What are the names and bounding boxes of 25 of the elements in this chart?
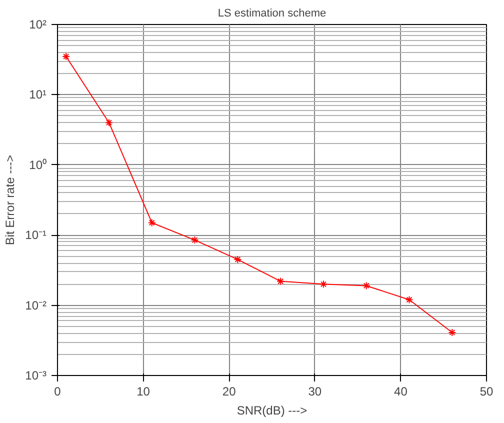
point bbox=[234, 255, 242, 264]
point bbox=[319, 280, 328, 288]
point bbox=[276, 277, 285, 286]
point bbox=[362, 282, 370, 290]
y-tick-label: 10⁻³ bbox=[25, 368, 47, 382]
x-tick-label: 30 bbox=[308, 384, 322, 398]
point bbox=[405, 296, 414, 304]
x-tick-label: 0 bbox=[54, 384, 62, 398]
y-tick-label: 10⁰ bbox=[29, 158, 47, 172]
point bbox=[148, 218, 156, 227]
x-tick-label: 10 bbox=[136, 384, 150, 398]
y-tick-label: 10² bbox=[29, 18, 47, 32]
y-tick-label: 10⁻² bbox=[25, 298, 47, 312]
x-tick-label: 50 bbox=[480, 384, 494, 398]
point bbox=[104, 118, 113, 127]
point bbox=[190, 236, 199, 244]
chart-title: LS estimation scheme bbox=[218, 8, 326, 20]
point bbox=[448, 328, 456, 336]
x-tick-label: 20 bbox=[222, 384, 236, 398]
y-tick-label: 10¹ bbox=[29, 88, 47, 102]
y-tick-label: 10⁻¹ bbox=[25, 228, 47, 242]
y-axis-title: Bit Error rate ---> bbox=[3, 154, 18, 246]
x-axis-title: SNR(dB) ---> bbox=[236, 404, 308, 418]
x-tick-label: 40 bbox=[394, 384, 408, 398]
point bbox=[62, 52, 70, 61]
